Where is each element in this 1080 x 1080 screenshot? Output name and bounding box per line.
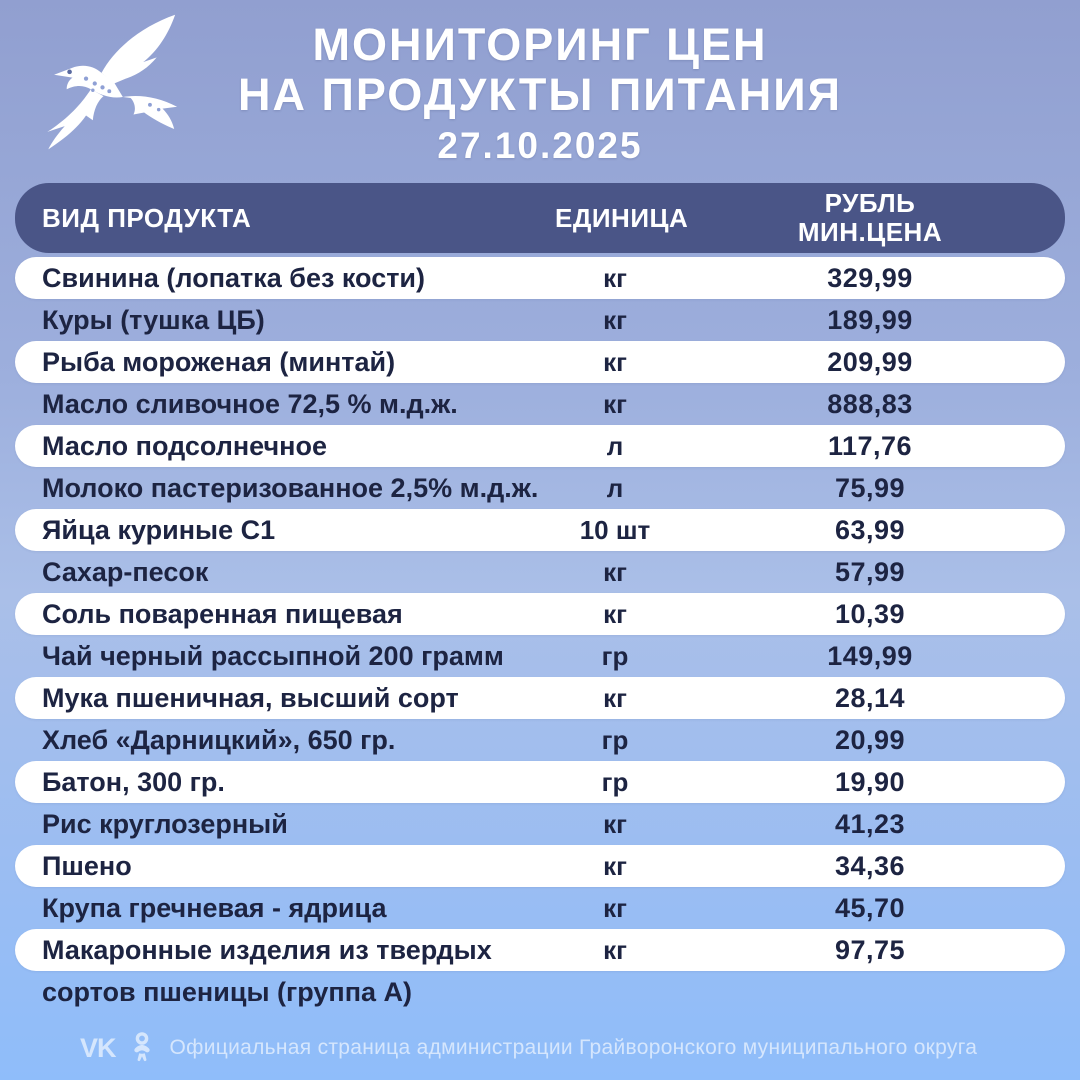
row-price: 117,76 xyxy=(827,430,913,461)
poster-title-line1: МОНИТОРИНГ ЦЕН xyxy=(312,19,768,70)
row-price: 10,39 xyxy=(834,598,906,629)
poster-date: 27.10.2025 xyxy=(437,125,643,166)
row-product: Сахар-песок xyxy=(42,556,209,587)
row-product: Батон, 300 гр. xyxy=(42,766,225,797)
row-price: 41,23 xyxy=(834,808,906,839)
poster-footer: VK Официальная страница администрации Гр… xyxy=(0,1026,1080,1070)
header-unit: ЕДИНИЦА xyxy=(555,202,689,233)
row-price: 189,99 xyxy=(827,304,913,335)
row-unit: л xyxy=(606,472,624,503)
row-price: 329,99 xyxy=(827,262,913,293)
table-row: Свинина (лопатка без кости) кг 329,99 xyxy=(15,257,1065,299)
row-unit: кг xyxy=(603,556,627,587)
row-unit: кг xyxy=(603,304,627,335)
row-unit: кг xyxy=(603,934,627,965)
row-unit: кг xyxy=(603,346,627,377)
ok-icon xyxy=(133,1032,150,1062)
row-product: Пшено xyxy=(42,850,132,881)
table-row: Масло сливочное 72,5 % м.д.ж. кг 888,83 xyxy=(15,383,1065,425)
row-price: 149,99 xyxy=(827,640,913,671)
row-unit: кг xyxy=(603,892,627,923)
table-row: Куры (тушка ЦБ) кг 189,99 xyxy=(15,299,1065,341)
table-row: Рис круглозерный кг 41,23 xyxy=(15,803,1065,845)
row-unit: кг xyxy=(603,262,627,293)
vk-icon: VK xyxy=(80,1032,117,1063)
row-price: 75,99 xyxy=(834,472,906,503)
row-product: Куры (тушка ЦБ) xyxy=(42,304,265,335)
row-unit: л xyxy=(606,430,624,461)
row-unit: гр xyxy=(601,766,629,797)
header-product: ВИД ПРОДУКТА xyxy=(42,202,252,233)
row-product: Яйца куриные С1 xyxy=(42,514,276,545)
bird-logo-icon xyxy=(47,14,178,150)
table-row: Крупа гречневая - ядрица кг 45,70 xyxy=(15,887,1065,929)
table-row: Чай черный рассыпной 200 грамм гр 149,99 xyxy=(15,635,1065,677)
poster-titles: МОНИТОРИНГ ЦЕН НА ПРОДУКТЫ ПИТАНИЯ 27.10… xyxy=(0,20,1080,166)
row-product: Макаронные изделия из твердых xyxy=(42,934,492,965)
table-body: Свинина (лопатка без кости) кг 329,99 Ку… xyxy=(0,257,1080,1013)
table-row: Молоко пастеризованное 2,5% м.д.ж. л 75,… xyxy=(15,467,1065,509)
row-product: Чай черный рассыпной 200 грамм xyxy=(42,640,504,671)
header-price: РУБЛЬ МИН.ЦЕНА xyxy=(675,189,1065,247)
table-row: Пшено кг 34,36 xyxy=(15,845,1065,887)
row-product: Масло подсолнечное xyxy=(42,430,328,461)
table-row: Мука пшеничная, высший сорт кг 28,14 xyxy=(15,677,1065,719)
row-product: Рис круглозерный xyxy=(42,808,288,839)
row-product: Молоко пастеризованное 2,5% м.д.ж. xyxy=(42,472,539,503)
row-price: 34,36 xyxy=(834,850,906,881)
row-product: Рыба мороженая (минтай) xyxy=(42,346,396,377)
row-price: 57,99 xyxy=(834,556,906,587)
row-unit: кг xyxy=(603,850,627,881)
row-unit: гр xyxy=(601,640,629,671)
row-price: 19,90 xyxy=(834,766,906,797)
table-row: Сахар-песок кг 57,99 xyxy=(15,551,1065,593)
row-price: 888,83 xyxy=(827,388,913,419)
row-product-continuation: сортов пшеницы (группа А) xyxy=(42,976,413,1007)
row-product: Крупа гречневая - ядрица xyxy=(42,892,387,923)
row-price: 97,75 xyxy=(834,934,906,965)
poster-title-line2: НА ПРОДУКТЫ ПИТАНИЯ xyxy=(238,69,842,120)
table-row: Батон, 300 гр. гр 19,90 xyxy=(15,761,1065,803)
row-unit: кг xyxy=(603,388,627,419)
row-unit: 10 шт xyxy=(579,514,651,545)
row-price: 28,14 xyxy=(834,682,906,713)
header-price-line1: РУБЛЬ xyxy=(824,188,916,218)
row-unit: кг xyxy=(603,808,627,839)
row-product: Хлеб «Дарницкий», 650 гр. xyxy=(42,724,396,755)
table-row: Хлеб «Дарницкий», 650 гр. гр 20,99 xyxy=(15,719,1065,761)
table-row: Масло подсолнечное л 117,76 xyxy=(15,425,1065,467)
header-price-line2: МИН.ЦЕНА xyxy=(797,217,943,247)
row-unit: гр xyxy=(601,724,629,755)
row-price: 20,99 xyxy=(834,724,906,755)
table-row: Рыба мороженая (минтай) кг 209,99 xyxy=(15,341,1065,383)
poster-header: МОНИТОРИНГ ЦЕН НА ПРОДУКТЫ ПИТАНИЯ 27.10… xyxy=(0,0,1080,183)
row-price: 209,99 xyxy=(827,346,913,377)
row-product: Мука пшеничная, высший сорт xyxy=(42,682,459,713)
row-unit: кг xyxy=(603,598,627,629)
row-product: Свинина (лопатка без кости) xyxy=(42,262,426,293)
footer-caption: Официальная страница администрации Грайв… xyxy=(169,1036,978,1059)
table-header: ВИД ПРОДУКТА ЕДИНИЦА РУБЛЬ МИН.ЦЕНА xyxy=(15,183,1065,253)
row-price: 63,99 xyxy=(834,514,906,545)
row-product: Масло сливочное 72,5 % м.д.ж. xyxy=(42,388,458,419)
table-row: Яйца куриные С1 10 шт 63,99 xyxy=(15,509,1065,551)
table-row: Макаронные изделия из твердых кг 97,75 xyxy=(15,929,1065,971)
row-price: 45,70 xyxy=(834,892,906,923)
row-product: Соль поваренная пищевая xyxy=(42,598,403,629)
row-unit: кг xyxy=(603,682,627,713)
table-row: Соль поваренная пищевая кг 10,39 xyxy=(15,593,1065,635)
